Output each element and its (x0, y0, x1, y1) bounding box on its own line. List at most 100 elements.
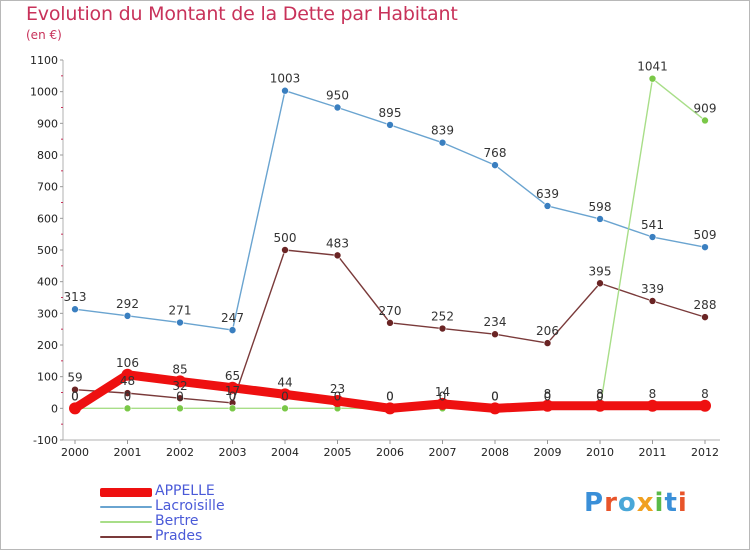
proxiti-logo: Proxiti (584, 488, 688, 518)
y-tick-label: 1000 (30, 86, 58, 99)
data-point-prades (438, 324, 447, 333)
data-point-lacroisille (438, 138, 447, 147)
data-point-lacroisille (176, 318, 184, 327)
data-label-bertre: 0 (124, 389, 132, 403)
data-point-lacroisille (701, 243, 709, 251)
y-tick-label: 400 (37, 276, 58, 289)
data-label-prades: 252 (431, 310, 454, 324)
data-label-lacroisille: 292 (116, 297, 139, 311)
data-label-appelle: 8 (596, 387, 604, 401)
data-label-bertre: 0 (544, 389, 552, 403)
x-tick-label: 2012 (691, 446, 719, 459)
data-point-lacroisille (71, 305, 79, 314)
data-label-appelle: 8 (544, 387, 552, 401)
x-tick-label: 2007 (429, 446, 457, 459)
data-label-lacroisille: 247 (221, 311, 244, 325)
logo-letter: i (654, 488, 665, 518)
data-label-bertre: 0 (176, 389, 184, 403)
data-label-prades: 48 (120, 374, 135, 388)
data-point-prades (386, 319, 394, 327)
data-label-lacroisille: 1003 (270, 72, 301, 86)
x-tick-label: 2001 (114, 446, 142, 459)
data-point-appelle (436, 397, 449, 410)
data-label-appelle: 23 (330, 382, 345, 396)
data-label-prades: 270 (379, 304, 402, 318)
data-point-prades (176, 394, 184, 403)
data-point-lacroisille (228, 326, 237, 334)
data-point-appelle (331, 395, 344, 408)
logo-letter: x (636, 488, 655, 518)
data-point-lacroisille (123, 312, 132, 320)
data-label-prades: 500 (274, 231, 297, 245)
chart-subtitle: (en €) (26, 28, 62, 42)
data-label-lacroisille: 313 (64, 290, 87, 304)
data-label-bertre: 1041 (637, 60, 668, 74)
data-label-lacroisille: 768 (484, 146, 507, 160)
data-point-lacroisille (596, 215, 604, 223)
y-tick-label: 0 (51, 402, 58, 415)
data-label-appelle: 85 (172, 362, 187, 376)
data-label-bertre: 909 (694, 101, 717, 115)
x-tick-label: 2011 (639, 446, 667, 459)
data-point-lacroisille (648, 233, 657, 241)
data-label-lacroisille: 509 (694, 228, 717, 242)
x-tick-label: 2004 (271, 446, 299, 459)
data-point-prades (543, 339, 552, 347)
data-label-appelle: 8 (649, 387, 657, 401)
data-point-prades (491, 330, 499, 339)
data-point-appelle (646, 399, 659, 412)
data-point-lacroisille (543, 202, 552, 210)
data-point-appelle (541, 399, 554, 412)
legend-swatch (100, 521, 152, 523)
x-tick-label: 2006 (376, 446, 404, 459)
data-label-appelle: 8 (701, 387, 709, 401)
y-tick-label: 100 (37, 371, 58, 384)
data-label-bertre: 0 (71, 389, 79, 403)
data-point-bertre (281, 404, 289, 413)
data-point-lacroisille (386, 121, 394, 129)
y-tick-label: 900 (37, 117, 58, 130)
data-point-prades (596, 279, 604, 288)
x-tick-label: 2002 (166, 446, 194, 459)
y-tick-label: 300 (37, 307, 58, 320)
data-point-appelle (594, 399, 606, 412)
x-tick-label: 2008 (481, 446, 509, 459)
data-label-bertre: 0 (281, 389, 289, 403)
data-label-prades: 395 (589, 264, 612, 278)
data-label-prades: 32 (172, 379, 187, 393)
data-label-lacroisille: 541 (641, 218, 664, 232)
y-tick-label: 800 (37, 149, 58, 162)
data-label-prades: 234 (484, 315, 507, 329)
data-point-appelle (174, 375, 186, 388)
data-label-appelle: 0 (386, 389, 394, 403)
legend-label: APPELLE (155, 483, 215, 499)
data-point-lacroisille (333, 103, 342, 112)
y-tick-label: 1100 (30, 54, 58, 67)
data-point-lacroisille (281, 86, 289, 95)
data-point-bertre (123, 404, 132, 413)
y-tick-label: 500 (37, 244, 58, 257)
data-point-appelle (699, 399, 711, 412)
chart-title: Evolution du Montant de la Dette par Hab… (26, 3, 458, 25)
legend-swatch (100, 506, 152, 508)
data-label-bertre: 0 (229, 389, 237, 403)
data-label-bertre: 0 (439, 389, 447, 403)
data-label-bertre: 0 (491, 389, 499, 403)
data-point-lacroisille (491, 161, 499, 169)
legend-label: Bertre (155, 513, 199, 529)
data-point-appelle (489, 402, 501, 415)
data-label-appelle: 44 (277, 375, 292, 389)
data-label-prades: 288 (694, 298, 717, 312)
logo-letter: P (584, 488, 605, 518)
x-tick-label: 2003 (219, 446, 247, 459)
data-point-bertre (701, 116, 709, 125)
data-point-prades (123, 389, 132, 397)
data-point-appelle (384, 402, 396, 415)
data-label-bertre: 0 (334, 389, 342, 403)
y-tick-label: 700 (37, 181, 58, 194)
legend-swatch (100, 487, 152, 497)
data-label-prades: 206 (536, 324, 559, 338)
data-label-lacroisille: 271 (169, 304, 192, 318)
